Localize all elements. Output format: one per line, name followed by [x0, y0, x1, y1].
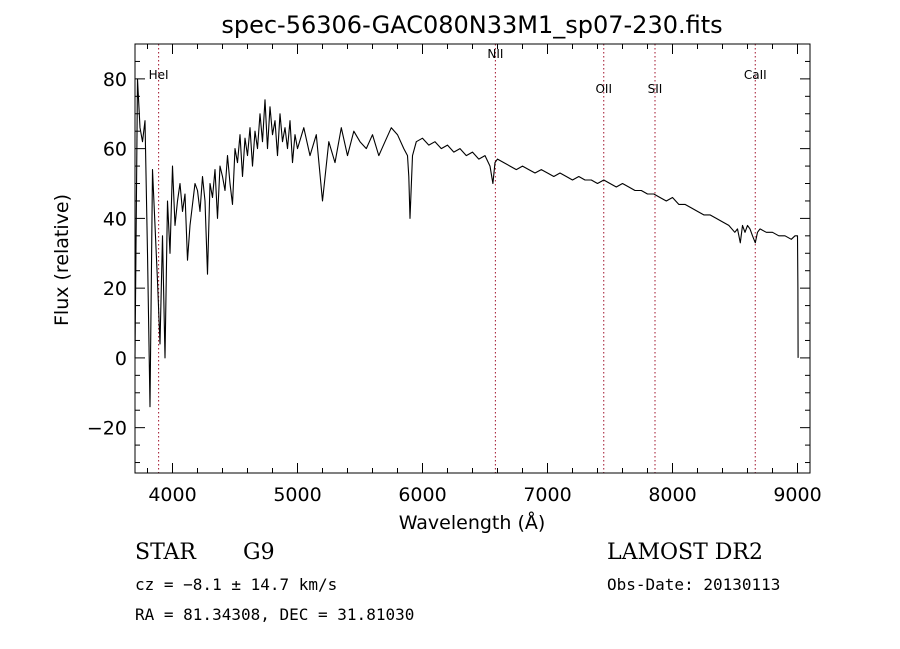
x-tick-label: 4000	[148, 484, 196, 506]
y-tick-label: 80	[103, 69, 127, 91]
x-tick-label: 8000	[648, 484, 696, 506]
coordinates-line: RA = 81.34308, DEC = 31.81030	[135, 605, 415, 624]
spectrum-series	[134, 78, 799, 408]
x-axis-label: Wavelength (Å)	[399, 511, 546, 534]
y-tick-label: 20	[103, 278, 127, 300]
y-tick-label: −20	[87, 418, 127, 440]
spectral-subclass: G9	[243, 540, 275, 565]
y-tick-labels: −20 0 20 40 60 80	[87, 69, 127, 440]
axis-ticks	[135, 43, 810, 473]
reference-line-label: OII	[595, 82, 612, 96]
reference-line-label: HeI	[149, 68, 169, 82]
chart-title: spec-56306-GAC080N33M1_sp07-230.fits	[221, 11, 722, 39]
reference-lines: HeI NII OII SII CaII	[149, 44, 767, 473]
observation-date: Obs-Date: 20130113	[607, 575, 781, 594]
redshift-line: cz = −8.1 ± 14.7 km/s	[135, 575, 338, 594]
reference-line-label: NII	[487, 47, 503, 61]
object-type: STAR	[135, 540, 196, 565]
y-tick-label: 60	[103, 139, 127, 161]
x-tick-label: 6000	[398, 484, 446, 506]
x-tick-label: 7000	[523, 484, 571, 506]
y-tick-label: 40	[103, 208, 127, 230]
reference-line-label: SII	[648, 82, 663, 96]
plot-frame	[134, 43, 811, 474]
spectrum-line-0	[134, 78, 799, 408]
y-tick-label: 0	[115, 348, 127, 370]
reference-line-label: CaII	[744, 68, 767, 82]
x-tick-labels: 4000 5000 6000 7000 8000 9000	[148, 484, 821, 506]
x-tick-label: 9000	[773, 484, 821, 506]
y-axis-label: Flux (relative)	[51, 194, 73, 326]
x-tick-label: 5000	[273, 484, 321, 506]
survey-name: LAMOST DR2	[607, 540, 763, 565]
